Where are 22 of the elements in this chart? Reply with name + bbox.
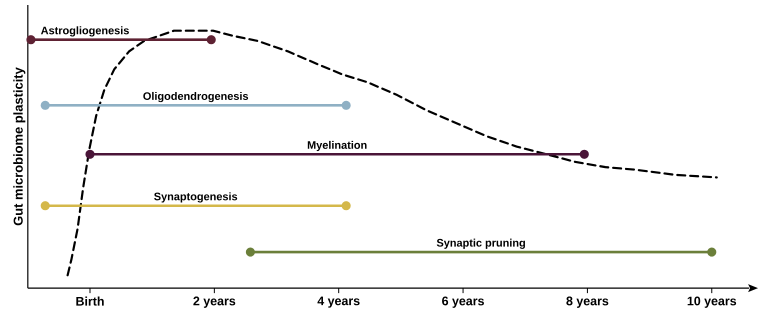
x-tick-label: 4 years [317,296,360,308]
point [342,100,351,110]
series-label: Myelination [308,140,367,152]
series-label: Synaptic pruning [436,238,525,249]
point [707,248,716,257]
point [580,150,589,159]
point [26,35,36,44]
x-tick-label: 10 years [688,296,736,308]
point [85,150,95,159]
point [206,35,216,44]
x-tick-label: 8 years [566,296,608,308]
x-tick-label: 6 years [442,296,484,308]
series-label: Oligodendrogenesis [143,92,248,102]
x-tick-label: 2 years [193,296,236,308]
point [342,201,351,210]
series-label: Astrogliogenesis [40,26,129,37]
point [246,248,255,257]
x-tick-label: Birth [76,296,104,306]
series-label: Synaptogenesis [154,192,238,203]
y-axis-title: Gut microbiome plasticity [13,67,26,226]
point [40,201,50,210]
point [40,100,50,110]
